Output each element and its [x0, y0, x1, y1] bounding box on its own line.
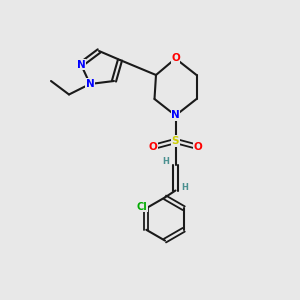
Text: H: H: [163, 158, 169, 166]
Text: H: H: [181, 183, 188, 192]
Text: S: S: [172, 136, 179, 146]
Text: N: N: [76, 59, 85, 70]
Text: N: N: [171, 110, 180, 121]
Text: Cl: Cl: [136, 202, 147, 212]
Text: O: O: [194, 142, 202, 152]
Text: N: N: [85, 79, 94, 89]
Text: O: O: [171, 53, 180, 64]
Text: O: O: [148, 142, 158, 152]
